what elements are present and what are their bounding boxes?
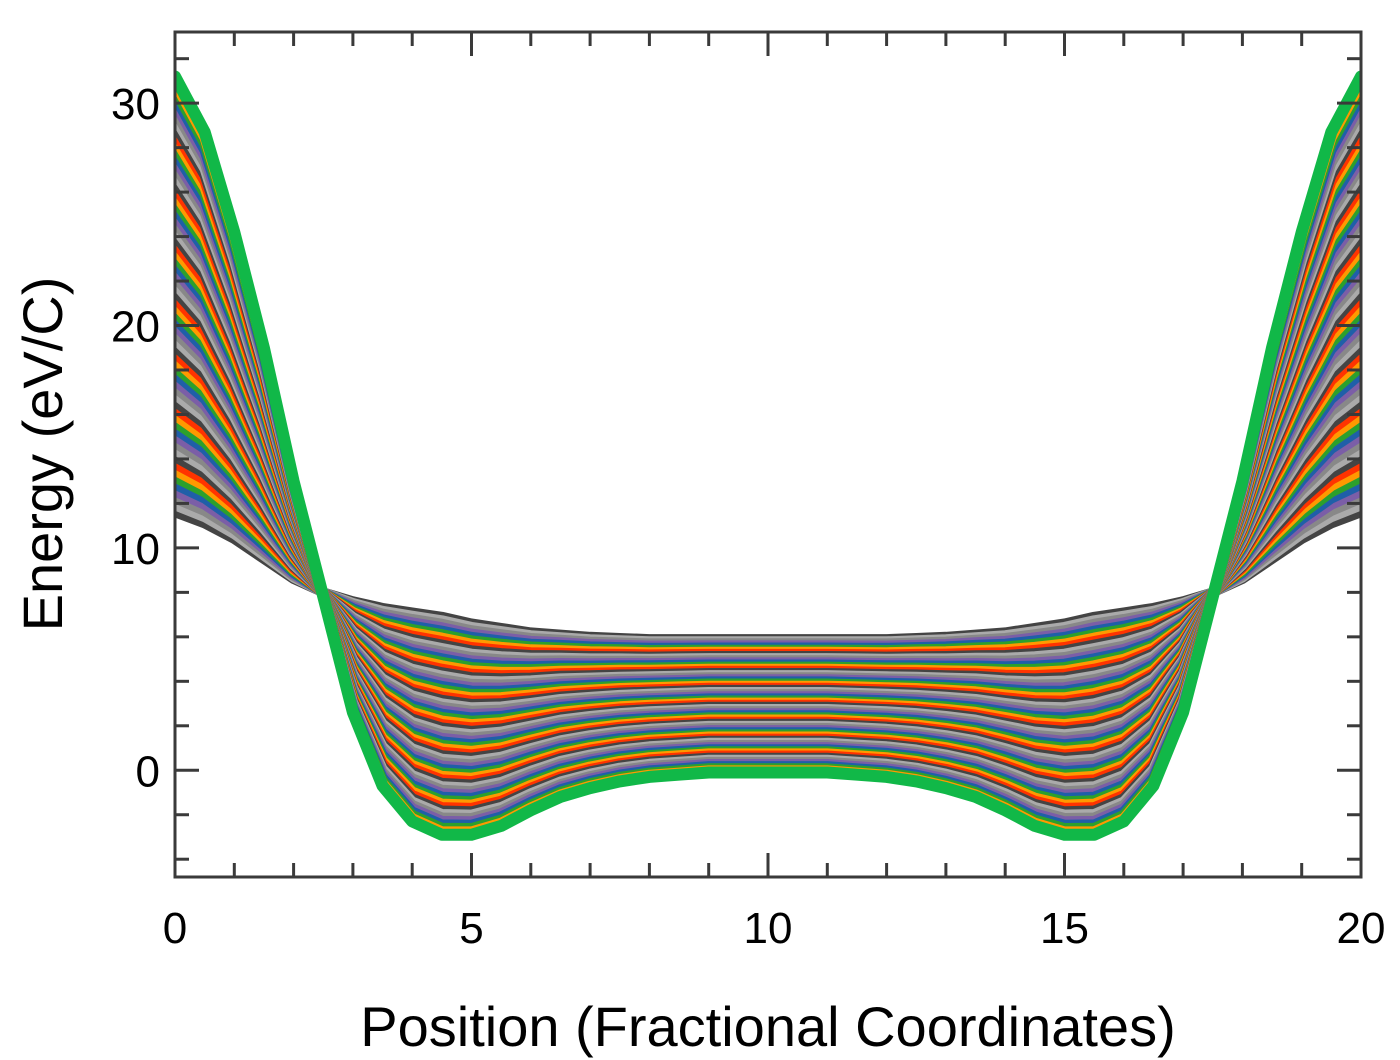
- x-axis-title: Position (Fractional Coordinates): [360, 995, 1175, 1058]
- x-tick-label: 15: [1040, 904, 1089, 953]
- x-tick-label: 5: [459, 904, 483, 953]
- tick-layer: [173, 32, 1363, 877]
- series-line: [175, 70, 1361, 841]
- tick-label-layer: 0 5 10 15 20 0 10 20 30: [111, 80, 1385, 953]
- series-layer: [175, 70, 1361, 841]
- x-tick-label: 20: [1337, 904, 1386, 953]
- x-tick-label: 0: [163, 904, 187, 953]
- y-tick-label: 0: [136, 747, 160, 796]
- y-tick-label: 20: [111, 303, 160, 352]
- y-axis-title: Energy (eV/C): [11, 277, 74, 632]
- x-tick-label: 10: [744, 904, 793, 953]
- y-tick-label: 30: [111, 80, 160, 129]
- y-tick-label: 10: [111, 525, 160, 574]
